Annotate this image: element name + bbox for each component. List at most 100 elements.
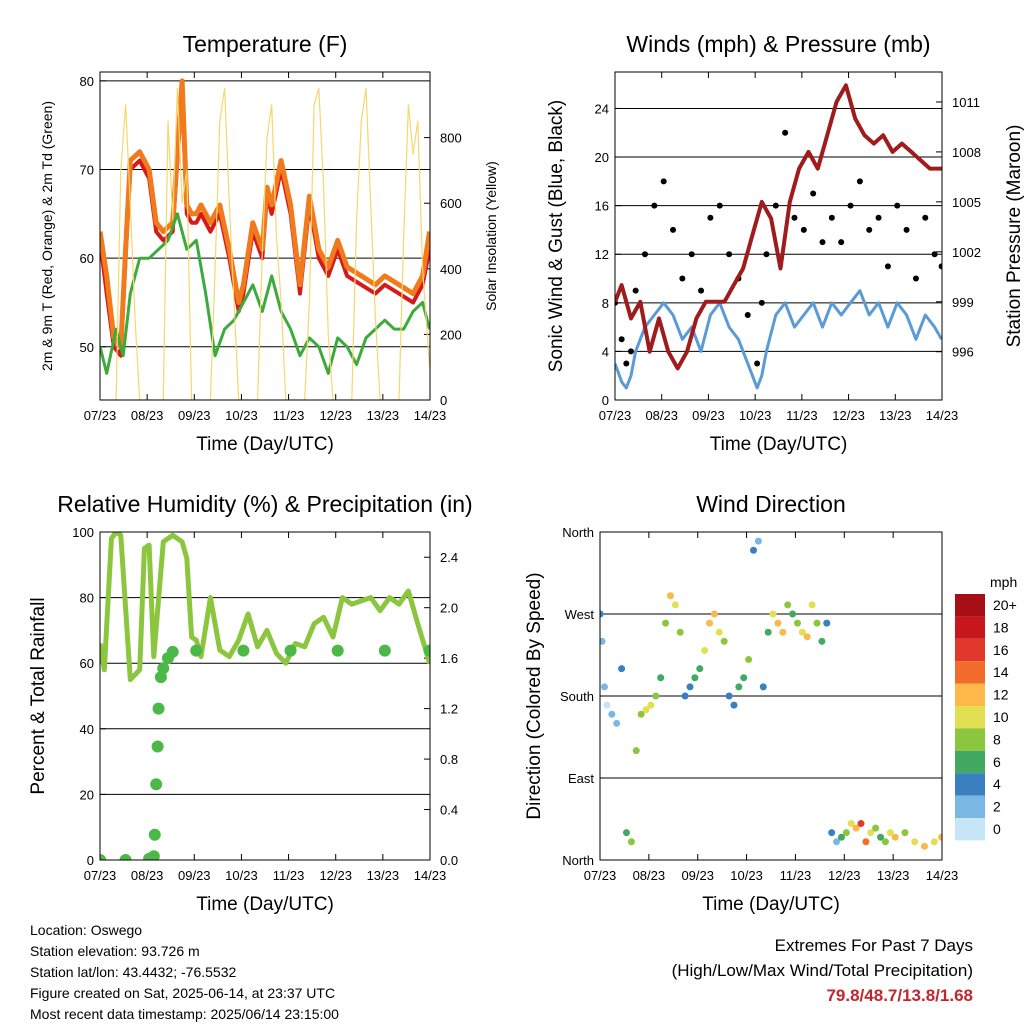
direction-point	[803, 633, 811, 641]
y2-tick-label: 999	[952, 295, 974, 310]
legend-label: 10	[993, 709, 1009, 725]
gust-point	[931, 251, 938, 258]
direction-point	[837, 833, 845, 841]
y-tick-label: 50	[80, 340, 94, 355]
y-axis-label: Sonic Wind & Gust (Blue, Black)	[546, 100, 567, 372]
gust-point	[838, 239, 845, 246]
winds-pressure-panel: 0 4 8 12 16 20 24 07/23 08/23 09/23 10/23 11/23 12/2…	[546, 31, 1024, 455]
recent-text: Most recent data timestamp: 2025/06/14 2…	[30, 1006, 339, 1022]
y2-tick-label: 2.0	[440, 601, 458, 616]
direction-point	[671, 601, 679, 609]
x-tick-label: 14/23	[926, 408, 959, 423]
x-tick-label: 13/23	[367, 408, 400, 423]
direction-point	[603, 701, 611, 709]
direction-point	[784, 601, 792, 609]
direction-point	[930, 838, 938, 846]
direction-point	[600, 683, 608, 691]
direction-point	[740, 674, 748, 682]
gust-point	[912, 275, 919, 282]
gust-point	[856, 178, 863, 185]
legend-swatch	[955, 795, 985, 818]
direction-point	[852, 824, 860, 832]
chart-title: Relative Humidity (%) & Precipitation (i…	[57, 491, 472, 517]
legend-swatch	[955, 706, 985, 729]
legend-swatch	[955, 773, 985, 796]
legend-label: 8	[993, 731, 1001, 747]
plot-frame	[99, 71, 431, 401]
direction-point	[632, 747, 640, 755]
x-tick-label: 10/23	[739, 408, 772, 423]
legend-swatch	[955, 638, 985, 662]
y-tick-label: 16	[595, 199, 609, 214]
y-tick-label: 60	[80, 656, 94, 671]
direction-point	[911, 838, 919, 846]
x-tick-label: 12/23	[319, 868, 352, 883]
series-line	[100, 87, 430, 400]
x-tick-label: 07/23	[84, 868, 117, 883]
chart-title: Temperature (F)	[183, 31, 348, 57]
direction-point	[622, 829, 630, 837]
x-tick-label: 11/23	[786, 408, 818, 423]
y2-tick-label: 1011	[952, 95, 980, 110]
y2-tick-label: 2.4	[440, 550, 458, 565]
gust-point	[716, 202, 723, 209]
precip-point	[237, 644, 250, 657]
precip-point	[150, 778, 163, 791]
y-tick-label: 20	[80, 787, 94, 802]
created-text: Figure created on Sat, 2025-06-14, at 23…	[30, 985, 336, 1001]
gust-point	[847, 202, 854, 209]
plot-area	[100, 532, 430, 860]
legend-label: 2	[993, 799, 1001, 815]
direction-point	[779, 628, 787, 636]
gust-point	[782, 129, 789, 136]
x-tick-label: 12/23	[828, 868, 861, 883]
y-tick-label: 70	[80, 163, 94, 178]
y-tick-label: West	[565, 607, 595, 622]
direction-point	[891, 833, 899, 841]
station-info: Location: Oswego Station elevation: 93.7…	[30, 920, 339, 1025]
extremes-title: Extremes For Past 7 Days	[774, 936, 973, 955]
direction-point	[867, 829, 875, 837]
legend-label: 0	[993, 821, 1001, 837]
gust-point	[632, 287, 639, 294]
series-line	[615, 83, 942, 371]
legend-label: 16	[993, 642, 1009, 658]
direction-point	[706, 619, 714, 627]
x-axis-label: Time (Day/UTC)	[196, 434, 334, 455]
plot-area	[600, 537, 942, 850]
gust-point	[938, 263, 942, 270]
extremes-box: Extremes For Past 7 Days (High/Low/Max W…	[672, 933, 973, 1008]
direction-point	[842, 829, 850, 837]
direction-point	[774, 619, 782, 627]
precip-point	[166, 645, 179, 658]
x-axis-label: Time (Day/UTC)	[702, 894, 840, 915]
y2-tick-label: 996	[952, 345, 974, 360]
gust-point	[698, 287, 705, 294]
legend-label: 12	[993, 687, 1009, 703]
x-tick-label: 12/23	[832, 408, 865, 423]
y2-tick-label: 0.0	[440, 853, 458, 868]
y-tick-label: 4	[602, 344, 609, 359]
plot-frame	[99, 531, 431, 861]
y-axis-label: 2m & 9m T (Red, Orange) & 2m Td (Green)	[39, 101, 55, 371]
direction-point	[642, 706, 650, 714]
direction-point	[886, 829, 894, 837]
legend-label: 6	[993, 754, 1001, 770]
gust-point	[627, 348, 634, 355]
chart-title: Winds (mph) & Pressure (mb)	[626, 31, 930, 57]
y2-tick-label: 1005	[952, 195, 981, 210]
direction-point	[833, 838, 841, 846]
y2-tick-label: 1008	[952, 145, 981, 160]
direction-point	[686, 683, 694, 691]
series-line	[615, 289, 942, 390]
y-tick-label: East	[568, 771, 594, 786]
precip-point	[151, 740, 164, 753]
precip-point	[331, 644, 344, 657]
x-tick-label: 07/23	[584, 868, 617, 883]
direction-point	[696, 665, 704, 673]
gust-point	[866, 226, 873, 233]
gust-point	[758, 299, 765, 306]
precip-point	[190, 644, 203, 657]
gust-point	[641, 251, 648, 258]
y2-axis-label: Solar Insolation (Yellow)	[483, 161, 499, 311]
